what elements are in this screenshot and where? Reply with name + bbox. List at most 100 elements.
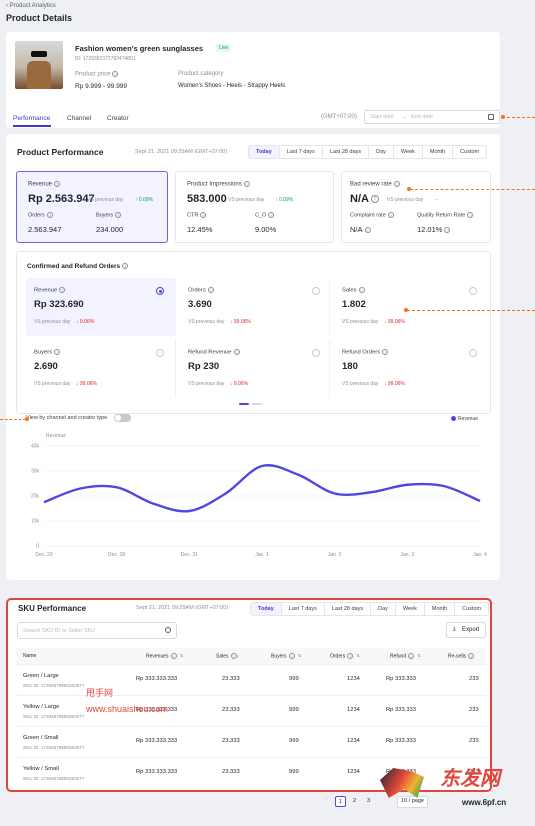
sku-range-7-days[interactable]: Last 7 days [280, 603, 324, 615]
product-thumbnail [15, 41, 63, 89]
performance-timestamp: Sept 21, 2021 09:29AM (GMT+07:00) [135, 149, 228, 155]
range-custom[interactable]: Custom [452, 146, 486, 158]
product-card: Fashion women's green sunglasses Live ID… [6, 32, 500, 128]
x-tick-label: Jan. 1 [255, 552, 269, 556]
y-tick-label: 0 [36, 544, 39, 550]
refund-refund-orders-radio[interactable] [469, 349, 477, 357]
col-sales[interactable]: Sales? ↓ [216, 653, 240, 660]
page-2[interactable]: 2 [352, 798, 357, 804]
watermark-text: www.shuaishou.com [86, 704, 169, 714]
tab-creator[interactable]: Creator [107, 115, 129, 122]
refund-item-sales[interactable]: Sales? 1.802 VS previous day ↓ 99.06% [334, 278, 484, 336]
refund-item-refund-revenue[interactable]: Refund Revenue? Rp 230 VS previous day ↓… [180, 340, 330, 398]
price-label: Product price? [75, 71, 119, 78]
watermark-text: www.6pf.cn [462, 798, 507, 807]
annotation-line [410, 189, 535, 190]
range-day[interactable]: Day [368, 146, 393, 158]
tab-performance[interactable]: Performance [13, 115, 51, 122]
tab-channel[interactable]: Channel [67, 115, 92, 122]
watermark-logo [372, 762, 444, 808]
sku-range-today[interactable]: Today [251, 603, 281, 615]
calendar-icon [488, 114, 494, 120]
refund-revenue-radio[interactable] [156, 287, 164, 295]
col-orders[interactable]: Orders? ⇅ [330, 653, 360, 660]
sku-panel: SKU Performance Sept 21, 2021 09:29AM (G… [6, 598, 492, 792]
annotation-dot [407, 187, 411, 191]
refund-buyers-radio[interactable] [156, 349, 164, 357]
x-tick-label: Jan. 2 [328, 552, 342, 556]
revenue-line-chart: Revenue 0 10k 20k 30k 40k Dec. 29 Dec. 30 Dec. 3… [31, 433, 487, 556]
sku-range-day[interactable]: Day [370, 603, 395, 615]
sku-range-month[interactable]: Month [423, 603, 454, 615]
page-3[interactable]: 3 [366, 798, 371, 804]
annotation-dot [501, 115, 505, 119]
sort-icon: ⇅ [356, 653, 360, 658]
sku-timestamp: Sept 21, 2021 09:29AM (GMT+07:00) [136, 605, 229, 611]
y-axis-label: Revenue [46, 433, 66, 439]
x-tick-label: Dec. 30 [108, 552, 125, 556]
metric-card-revenue[interactable]: Revenue? Rp 2.563.947 VS previous day ↑ … [16, 171, 168, 243]
refund-sales-radio[interactable] [469, 287, 477, 295]
sku-title: SKU Performance [18, 604, 87, 613]
view-toggle-switch[interactable] [114, 414, 131, 422]
sku-range-week[interactable]: Week [394, 603, 424, 615]
refund-refund-revenue-radio[interactable] [312, 349, 320, 357]
prev-page-button[interactable]: ‹ [325, 796, 327, 802]
view-toggle-label: View by channel and creator type [26, 415, 108, 421]
export-button[interactable]: ⤓ Export [446, 622, 486, 638]
col-name: Name [23, 653, 37, 659]
range-week[interactable]: Week [392, 146, 422, 158]
breadcrumb[interactable]: ‹ Product Analytics [6, 3, 56, 9]
category-value: Women's Shoes - Heels - Strappy Heels [178, 83, 286, 89]
help-icon: ? [112, 71, 119, 77]
range-28-days[interactable]: Last 28 days [321, 146, 368, 158]
y-tick-label: 40k [31, 444, 40, 450]
sort-desc-icon: ↓ [236, 653, 240, 660]
page-title: Product Details [6, 13, 73, 23]
carousel-dot[interactable] [252, 403, 262, 405]
search-icon [165, 627, 171, 633]
range-7-days[interactable]: Last 7 days [278, 146, 322, 158]
sort-icon: ⇅ [417, 653, 421, 658]
range-today[interactable]: Today [249, 146, 279, 158]
sort-icon: ⇅ [297, 653, 302, 658]
table-row[interactable]: Green / Small SKU ID: 1728467898028397? … [16, 726, 486, 757]
refund-item-revenue[interactable]: Revenue? Rp 323.690 VS previous day ↓ 9.… [26, 278, 176, 336]
table-row[interactable]: Green / Large SKU ID: 1728467898028397? … [16, 664, 486, 695]
watermark-text: 东发网 [440, 768, 500, 790]
date-range-picker[interactable]: Start date → End date [364, 110, 500, 124]
metric-card-impressions[interactable]: Product Impressions? 583.000 VS previous… [175, 171, 334, 243]
page-1[interactable]: 1 [335, 796, 346, 807]
range-month[interactable]: Month [421, 146, 452, 158]
sku-range-tabs: Today Last 7 days Last 28 days Day Week … [250, 602, 490, 616]
refund-title: Confirmed and Refund Orders? [27, 263, 129, 270]
x-tick-label: Dec. 31 [181, 552, 198, 556]
refund-item-orders[interactable]: Orders? 3.690 VS previous day ↓ 99.06% [180, 278, 330, 336]
help-icon: ? [54, 181, 61, 187]
annotation-dot [404, 308, 408, 312]
refund-orders-radio[interactable] [312, 287, 320, 295]
annotation-line [0, 419, 26, 420]
col-revenues[interactable]: Revenues? ⇅ [146, 653, 184, 660]
sku-range-custom[interactable]: Custom [454, 603, 488, 615]
y-tick-label: 30k [31, 469, 40, 475]
page-size-select[interactable]: 10 / page [397, 796, 428, 808]
metric-card-bad-review[interactable]: Bad review rate? N/A! VS previous day --… [341, 171, 491, 243]
table-row[interactable]: Yellow / Large SKU ID: 1728467898028397?… [16, 695, 486, 726]
refund-item-buyers[interactable]: Buyers? 2.690 VS previous day ↓ 99.06% [26, 340, 176, 398]
col-buyers[interactable]: Buyers? ⇅ [271, 653, 302, 660]
category-label: Product category [178, 71, 224, 77]
download-icon: ⤓ [453, 626, 456, 632]
annotation-dot [25, 417, 29, 421]
tab-performance-underline [13, 125, 51, 127]
product-name[interactable]: Fashion women's green sunglasses [75, 44, 204, 53]
col-refund[interactable]: Refund? ⇅ [390, 653, 421, 660]
refund-item-refund-orders[interactable]: Refund Orders? 180 VS previous day ↓ 99.… [334, 340, 484, 398]
price-value: Rp 9.999 - 99.999 [75, 83, 128, 90]
chart-legend: Revenue [451, 416, 478, 422]
carousel-dot-active[interactable] [239, 403, 249, 405]
performance-title: Product Performance [17, 147, 104, 157]
col-resells[interactable]: Re-sells? [448, 653, 475, 660]
sku-search-box[interactable]: Search SKU ID or Seller SKU [17, 622, 177, 639]
sku-range-28-days[interactable]: Last 28 days [323, 603, 370, 615]
